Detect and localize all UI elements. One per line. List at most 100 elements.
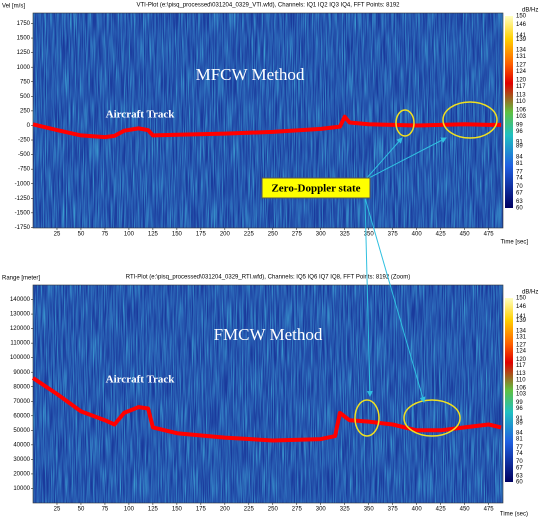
x-tick-label: 75	[102, 507, 109, 513]
y-tick-label: 110000	[10, 341, 30, 347]
x-tick-label: 50	[78, 507, 85, 513]
colorbar-tick-label: 110	[516, 377, 526, 383]
x-tick-label: 350	[364, 507, 375, 513]
track-label: Aircraft Track	[106, 109, 176, 121]
colorbar-tick-label: 74	[516, 451, 523, 457]
y-tick-label: 60000	[13, 413, 30, 419]
x-tick-label: 25	[54, 232, 61, 238]
x-tick-label: 25	[54, 507, 61, 513]
y-tick-label: 100000	[10, 355, 31, 361]
colorbar-tick-label: 113	[516, 93, 526, 99]
colorbar-tick-label: 120	[516, 357, 527, 363]
y-tick-label: 70000	[13, 399, 30, 405]
y-tick-label: 90000	[13, 370, 30, 376]
y-tick-label: -1000	[15, 181, 31, 187]
colorbar-tick-label: 124	[516, 69, 527, 75]
colorbar-tick-label: 139	[516, 318, 527, 324]
colorbar-tick-label: 103	[516, 392, 527, 398]
x-tick-label: 50	[78, 232, 85, 238]
colorbar-tick-label: 127	[516, 343, 527, 349]
y-tick-label: 30000	[13, 457, 30, 463]
plot-title: VTI-Plot (e:\pisq_processed\031204_0329_…	[136, 3, 400, 9]
figure: VTI-Plot (e:\pisq_processed\031204_0329_…	[0, 0, 539, 519]
colorbar-tick-label: 106	[516, 107, 527, 113]
colorbar-tick-label: 81	[516, 161, 523, 167]
x-tick-label: 125	[148, 507, 159, 513]
x-tick-label: 400	[412, 507, 423, 513]
colorbar-tick-label: 106	[516, 386, 527, 392]
y-tick-label: -1250	[15, 196, 31, 202]
x-tick-label: 300	[316, 507, 327, 513]
x-tick-label: 325	[340, 232, 351, 238]
x-tick-label: 275	[292, 232, 303, 238]
colorbar-tick-label: 60	[516, 206, 523, 212]
x-tick-label: 225	[244, 507, 255, 513]
colorbar-tick-label: 113	[516, 371, 526, 377]
colorbar-tick-label: 131	[516, 54, 527, 60]
x-tick-label: 325	[340, 507, 351, 513]
y-tick-label: -1750	[15, 225, 31, 231]
colorbar-tick-label: 146	[516, 22, 527, 28]
x-tick-label: 250	[268, 232, 279, 238]
x-tick-label: 225	[244, 232, 255, 238]
x-tick-label: 425	[436, 507, 447, 513]
x-tick-label: 350	[364, 232, 375, 238]
colorbar-tick-label: 96	[516, 129, 523, 135]
colorbar-tick-label: 117	[516, 363, 526, 369]
y-tick-label: 140000	[10, 297, 31, 303]
x-tick-label: 450	[460, 232, 471, 238]
colorbar-tick-label: 146	[516, 304, 527, 310]
colorbar-tick-label: 77	[516, 445, 523, 451]
colorbar-tick-label: 131	[516, 334, 527, 340]
y-axis-label: Vel [m/s]	[2, 4, 25, 10]
x-tick-label: 375	[388, 507, 399, 513]
colorbar-tick-label: 150	[516, 296, 527, 302]
y-tick-label: 40000	[13, 442, 30, 448]
x-axis-label: Time [sec]	[501, 240, 529, 246]
colorbar-tick-label: 134	[516, 328, 527, 334]
x-tick-label: 275	[292, 507, 303, 513]
colorbar-tick-label: 99	[516, 400, 523, 406]
colorbar-tick-label: 134	[516, 48, 527, 54]
colorbar-tick-label: 99	[516, 122, 523, 128]
x-tick-label: 300	[316, 232, 327, 238]
colorbar-tick-label: 110	[516, 99, 526, 105]
colorbar-tick-label: 84	[516, 431, 523, 437]
colorbar-tick-label: 120	[516, 78, 527, 84]
x-tick-label: 150	[172, 232, 183, 238]
colorbar-tick-label: 67	[516, 191, 523, 197]
track-label: Aircraft Track	[106, 374, 176, 386]
y-tick-label: 1500	[17, 36, 31, 42]
colorbar	[505, 16, 513, 208]
y-tick-label: 500	[20, 94, 31, 100]
colorbar-tick-label: 89	[516, 420, 523, 426]
x-tick-label: 150	[172, 507, 183, 513]
y-tick-label: 1750	[17, 21, 31, 27]
colorbar-tick-label: 74	[516, 176, 523, 182]
colorbar-tick-label: 70	[516, 459, 523, 465]
y-tick-label: -750	[18, 167, 31, 173]
y-tick-label: 750	[20, 79, 31, 85]
x-tick-label: 475	[484, 507, 495, 513]
spectrogram-noise	[33, 285, 503, 503]
y-tick-label: 120000	[10, 326, 31, 332]
x-tick-label: 425	[436, 232, 447, 238]
x-tick-label: 250	[268, 507, 279, 513]
y-tick-label: 0	[27, 123, 31, 129]
method-label: FMCW Method	[214, 325, 323, 344]
colorbar-tick-label: 77	[516, 169, 523, 175]
colorbar-tick-label: 60	[516, 480, 523, 486]
colorbar-tick-label: 124	[516, 349, 527, 355]
y-tick-label: -250	[18, 138, 31, 144]
colorbar-tick-label: 81	[516, 437, 523, 443]
x-tick-label: 175	[196, 507, 207, 513]
colorbar-tick-label: 84	[516, 154, 523, 160]
x-tick-label: 75	[102, 232, 109, 238]
x-tick-label: 475	[484, 232, 495, 238]
plot-title: RTI-Plot (e:\pisq_processed\031204_0329_…	[126, 275, 410, 281]
x-tick-label: 175	[196, 232, 207, 238]
x-axis-label: Time (sec)	[500, 512, 528, 518]
y-tick-label: 1250	[17, 50, 31, 56]
colorbar-tick-label: 127	[516, 63, 527, 69]
colorbar-tick-label: 89	[516, 144, 523, 150]
